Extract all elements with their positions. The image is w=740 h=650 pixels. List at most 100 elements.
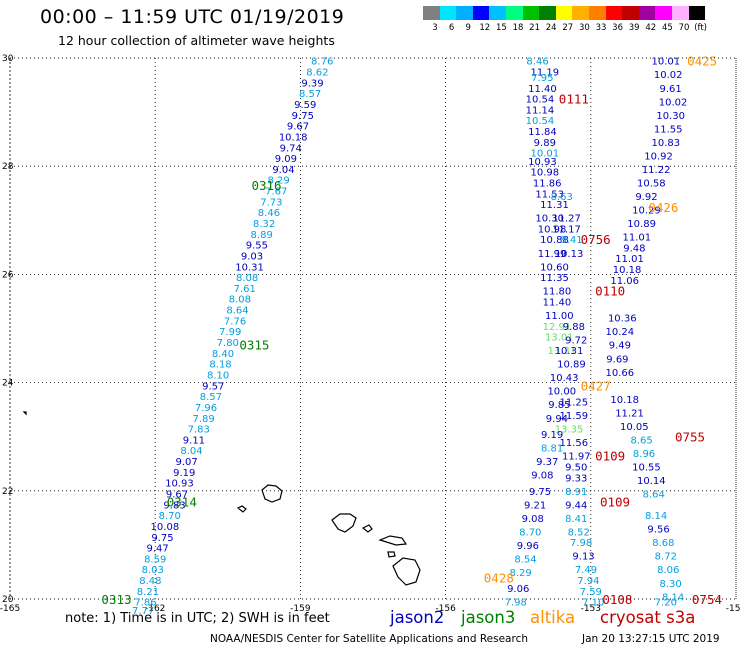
wave-height-value: 9.11 xyxy=(183,435,205,446)
wave-height-value: 10.93 xyxy=(528,157,557,168)
wave-height-value: 10.58 xyxy=(637,178,666,189)
wave-height-value: 8.04 xyxy=(180,446,202,457)
color-swatch xyxy=(506,6,523,20)
color-swatch xyxy=(456,6,473,20)
wave-height-value: 11.59 xyxy=(560,411,589,422)
wave-height-value: 8.41 xyxy=(560,235,582,246)
map-frame xyxy=(9,57,737,600)
wave-height-value: 10.93 xyxy=(165,479,194,490)
wave-height-value: 10.14 xyxy=(637,476,666,487)
timestamp: Jan 20 13:27:15 UTC 2019 xyxy=(582,633,720,645)
wave-height-value: 8.40 xyxy=(212,349,234,360)
wave-height-value: 7.95 xyxy=(531,73,553,84)
wave-height-value: 8.52 xyxy=(568,527,590,538)
wave-height-value: 11.99 xyxy=(538,249,567,260)
color-swatch xyxy=(439,6,457,20)
wave-height-value: 13.35 xyxy=(555,425,584,436)
wave-height-value: 8.29 xyxy=(267,176,289,187)
wave-height-value: 11.40 xyxy=(543,297,572,308)
wave-height-value: 9.19 xyxy=(541,430,563,441)
wave-height-value: 11.01 xyxy=(615,254,644,265)
track-pass-label: 0315 xyxy=(239,338,269,353)
color-scale-label: 6 xyxy=(448,23,455,33)
legend-cryosat: cryosat s3a xyxy=(600,608,696,627)
island-outline xyxy=(22,411,27,416)
wave-height-value: 8.96 xyxy=(633,449,655,460)
color-scale-label: 18 xyxy=(512,23,524,33)
wave-height-value: 8.30 xyxy=(660,579,682,590)
track-pass-label: 0313 xyxy=(101,592,131,607)
lat-tick-label: 20 xyxy=(2,595,14,605)
lon-tick-label: -162 xyxy=(145,604,165,614)
wave-height-value: 11.25 xyxy=(560,398,589,409)
wave-height-value: 10.83 xyxy=(651,138,680,149)
wave-height-value: 8.57 xyxy=(200,392,222,403)
lon-tick-label: -159 xyxy=(290,604,311,614)
color-scale-label: 3 xyxy=(432,23,438,33)
wave-height-value: 9.21 xyxy=(524,500,546,511)
map-subtitle: 12 hour collection of altimeter wave hei… xyxy=(58,33,335,48)
lon-tick-label: -150 xyxy=(726,604,740,614)
wave-height-value: 8.29 xyxy=(509,568,531,579)
wave-height-value: 9.04 xyxy=(272,165,294,176)
track-labels: 0316 0315 0314 0313 0425 0426 0427 0428 0111 0756… xyxy=(101,54,722,607)
wave-height-value: 7.61 xyxy=(234,284,256,295)
color-swatch xyxy=(688,6,706,20)
wave-height-value: 10.13 xyxy=(555,249,584,260)
color-swatch xyxy=(472,6,490,20)
track-pass-label: 0754 xyxy=(692,592,722,607)
wave-height-value: 10.98 xyxy=(530,168,559,179)
footer-note: note: 1) Time is in UTC; 2) SWH is in fe… xyxy=(65,611,330,626)
wave-height-value: 8.46 xyxy=(526,57,548,68)
track-pass-label: 0316 xyxy=(251,178,281,193)
wave-height-value: 11.00 xyxy=(545,311,574,322)
wave-height-value: 10.36 xyxy=(608,314,637,325)
wave-height-value: 10.05 xyxy=(620,422,649,433)
wave-height-value: 10.89 xyxy=(627,219,656,230)
track-pass-label: 0756 xyxy=(581,232,611,247)
wave-height-value: 9.72 xyxy=(565,335,587,346)
wave-height-value: 11.55 xyxy=(654,124,683,135)
wave-height-value: 11.53 xyxy=(535,189,564,200)
wave-height-value: 8.62 xyxy=(306,68,328,79)
map-title: 00:00 – 11:59 UTC 01/19/2019 xyxy=(40,6,345,28)
lon-tick-label: -165 xyxy=(0,604,20,614)
wave-height-value: 8.65 xyxy=(630,435,652,446)
wave-height-value: 7.86 xyxy=(134,598,156,609)
color-scale-label: (ft) xyxy=(694,23,707,33)
wave-height-value: 10.18 xyxy=(610,395,639,406)
wave-height-value: 8.41 xyxy=(565,514,587,525)
wave-height-value: 8.70 xyxy=(159,511,181,522)
lat-tick-label: 30 xyxy=(2,54,14,64)
track-pass-label: 0109 xyxy=(600,495,630,510)
wave-height-value: 10.31 xyxy=(555,346,584,357)
wave-height-value: 10.00 xyxy=(547,387,576,398)
wave-height-value: 7.10 xyxy=(582,598,604,609)
wave-height-value: 10.18 xyxy=(279,132,308,143)
wave-height-value: 9.75 xyxy=(292,111,314,122)
wave-height-value: 8.54 xyxy=(514,554,536,565)
wave-height-value: 9.07 xyxy=(176,457,198,468)
wave-height-value: 11.31 xyxy=(540,200,569,211)
color-scale-label: 15 xyxy=(495,23,507,33)
wave-height-value: 7.99 xyxy=(219,327,241,338)
wave-height-value: 9.19 xyxy=(173,468,195,479)
wave-height-value: 11.97 xyxy=(562,452,591,463)
wave-height-value: 11.27 xyxy=(552,214,581,225)
wave-height-value: 10.30 xyxy=(656,111,685,122)
wave-height-value: 10.18 xyxy=(613,265,642,276)
color-scale-label: 45 xyxy=(661,23,673,33)
legend-altika: altika xyxy=(530,608,576,627)
track-pass-label: 0428 xyxy=(484,570,514,585)
wave-height-value: 7.67 xyxy=(265,187,287,198)
wave-height-value: 7.98 xyxy=(505,598,527,609)
track-pass-label: 0111 xyxy=(559,92,589,107)
wave-height-value: 10.66 xyxy=(606,368,635,379)
wave-height-value: 9.89 xyxy=(534,138,556,149)
wave-height-value: 11.80 xyxy=(543,287,572,298)
wave-height-value: 8.59 xyxy=(144,554,166,565)
lat-tick-label: 28 xyxy=(2,162,14,172)
wave-height-value: 9.50 xyxy=(565,462,587,473)
wave-height-value: 9.56 xyxy=(647,525,669,536)
